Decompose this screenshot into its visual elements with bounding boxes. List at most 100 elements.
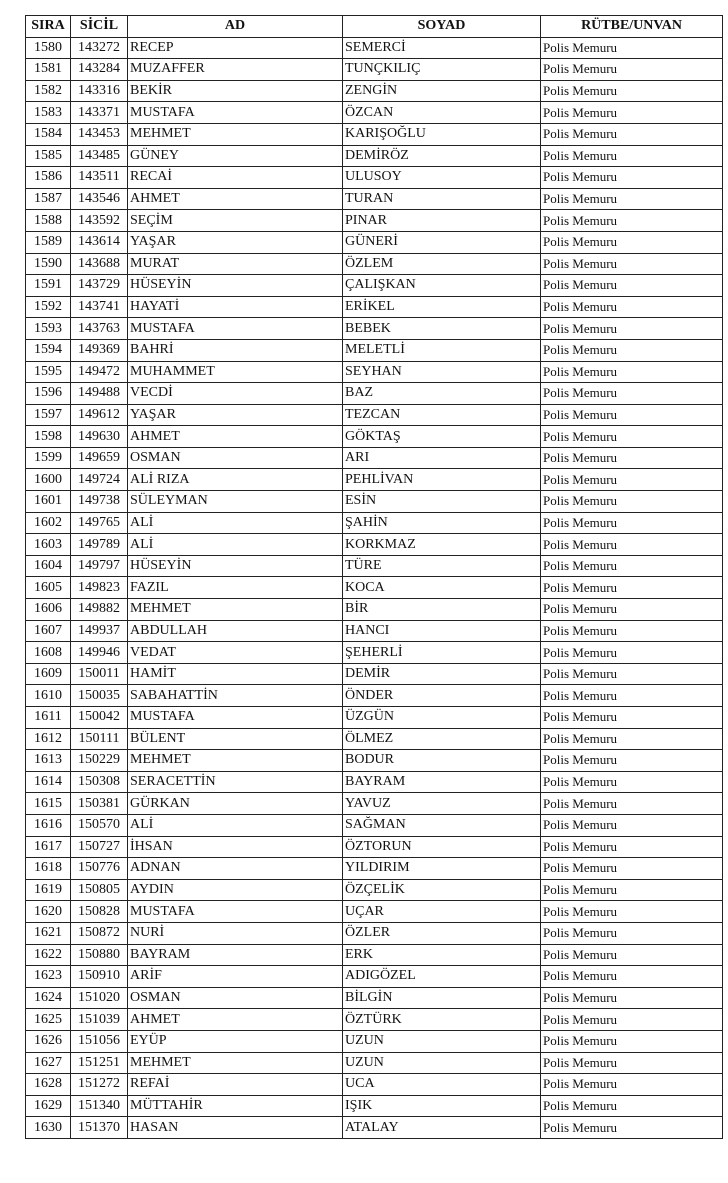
cell-soyad: ÖZTORUN: [342, 835, 541, 859]
cell-rutbe: Polis Memuru: [540, 965, 723, 988]
table-row: 1598 149630 AHMET GÖKTAŞ Polis Memuru: [25, 425, 723, 448]
table-row: 1610 150035 SABAHATTİN ÖNDER Polis Memuru: [25, 684, 723, 707]
cell-sicil: 150727: [70, 835, 128, 859]
cell-sicil: 149472: [70, 360, 128, 384]
cell-sicil: 149369: [70, 338, 128, 362]
cell-rutbe: Polis Memuru: [540, 684, 723, 707]
cell-sicil: 143272: [70, 36, 128, 60]
cell-sira: 1624: [25, 986, 71, 1010]
table-row: 1601 149738 SÜLEYMAN ESİN Polis Memuru: [25, 490, 723, 513]
cell-sira: 1603: [25, 533, 71, 556]
table-row: 1607 149937 ABDULLAH HANCI Polis Memuru: [25, 619, 723, 643]
table-row: 1592 143741 HAYATİ ERİKEL Polis Memuru: [25, 295, 723, 319]
cell-rutbe: Polis Memuru: [540, 209, 723, 232]
cell-rutbe: Polis Memuru: [540, 813, 723, 837]
cell-rutbe: Polis Memuru: [540, 576, 723, 600]
cell-soyad: KORKMAZ: [342, 533, 541, 556]
cell-ad: BAHRİ: [127, 338, 343, 362]
cell-sira: 1583: [25, 101, 71, 124]
cell-ad: İHSAN: [127, 835, 343, 859]
cell-sicil: 143546: [70, 187, 128, 211]
cell-sira: 1611: [25, 706, 71, 729]
cell-sira: 1621: [25, 921, 71, 945]
cell-sicil: 150910: [70, 965, 128, 988]
cell-sira: 1594: [25, 338, 71, 362]
cell-rutbe: Polis Memuru: [540, 619, 723, 643]
header-ad: AD: [127, 15, 343, 38]
cell-rutbe: Polis Memuru: [540, 274, 723, 297]
cell-soyad: ZENGİN: [342, 79, 541, 103]
table-row: 1624 151020 OSMAN BİLGİN Polis Memuru: [25, 986, 723, 1010]
cell-ad: AHMET: [127, 425, 343, 448]
cell-ad: HAMİT: [127, 662, 343, 686]
cell-soyad: BAZ: [342, 382, 541, 405]
cell-ad: SERACETTİN: [127, 770, 343, 794]
cell-soyad: ULUSOY: [342, 166, 541, 189]
cell-soyad: ÖZCAN: [342, 101, 541, 124]
cell-rutbe: Polis Memuru: [540, 943, 723, 967]
cell-rutbe: Polis Memuru: [540, 511, 723, 535]
cell-rutbe: Polis Memuru: [540, 835, 723, 859]
cell-ad: YAŞAR: [127, 230, 343, 254]
cell-soyad: ŞAHİN: [342, 511, 541, 535]
cell-ad: ALİ: [127, 511, 343, 535]
cell-sicil: 150381: [70, 792, 128, 815]
cell-sicil: 143688: [70, 252, 128, 276]
cell-rutbe: Polis Memuru: [540, 1116, 723, 1139]
table-row: 1616 150570 ALİ SAĞMAN Polis Memuru: [25, 813, 723, 837]
cell-soyad: ÖZLEM: [342, 252, 541, 276]
table-row: 1594 149369 BAHRİ MELETLİ Polis Memuru: [25, 338, 723, 362]
cell-soyad: BODUR: [342, 749, 541, 772]
cell-soyad: TURAN: [342, 187, 541, 211]
cell-ad: SABAHATTİN: [127, 684, 343, 707]
cell-rutbe: Polis Memuru: [540, 295, 723, 319]
table-row: 1619 150805 AYDIN ÖZÇELİK Polis Memuru: [25, 878, 723, 902]
cell-sicil: 150776: [70, 857, 128, 880]
cell-ad: SÜLEYMAN: [127, 490, 343, 513]
table-row: 1585 143485 GÜNEY DEMİRÖZ Polis Memuru: [25, 144, 723, 168]
cell-sira: 1627: [25, 1051, 71, 1075]
cell-soyad: BİLGİN: [342, 986, 541, 1010]
cell-soyad: GÖKTAŞ: [342, 425, 541, 448]
cell-ad: GÜRKAN: [127, 792, 343, 815]
cell-ad: ALİ: [127, 813, 343, 837]
cell-sira: 1586: [25, 166, 71, 189]
cell-soyad: PINAR: [342, 209, 541, 232]
cell-sicil: 149797: [70, 554, 128, 578]
cell-sira: 1607: [25, 619, 71, 643]
cell-ad: ARİF: [127, 965, 343, 988]
cell-soyad: IŞIK: [342, 1094, 541, 1118]
table-row: 1581 143284 MUZAFFER TUNÇKILIÇ Polis Memuru: [25, 58, 723, 81]
cell-ad: HÜSEYİN: [127, 274, 343, 297]
cell-soyad: ERK: [342, 943, 541, 967]
table-row: 1620 150828 MUSTAFA UÇAR Polis Memuru: [25, 900, 723, 923]
cell-soyad: DEMİR: [342, 662, 541, 686]
cell-soyad: PEHLİVAN: [342, 468, 541, 492]
cell-soyad: ADIGÖZEL: [342, 965, 541, 988]
cell-sira: 1606: [25, 598, 71, 621]
cell-sicil: 149630: [70, 425, 128, 448]
cell-sira: 1612: [25, 727, 71, 751]
table-row: 1587 143546 AHMET TURAN Polis Memuru: [25, 187, 723, 211]
cell-sira: 1613: [25, 749, 71, 772]
cell-sira: 1610: [25, 684, 71, 707]
cell-sira: 1628: [25, 1073, 71, 1096]
cell-rutbe: Polis Memuru: [540, 79, 723, 103]
cell-ad: MEHMET: [127, 749, 343, 772]
table-row: 1614 150308 SERACETTİN BAYRAM Polis Memuru: [25, 770, 723, 794]
cell-soyad: UCA: [342, 1073, 541, 1096]
cell-rutbe: Polis Memuru: [540, 144, 723, 168]
cell-sicil: 150042: [70, 706, 128, 729]
cell-sicil: 149937: [70, 619, 128, 643]
table-row: 1613 150229 MEHMET BODUR Polis Memuru: [25, 749, 723, 772]
table-row: 1586 143511 RECAİ ULUSOY Polis Memuru: [25, 166, 723, 189]
cell-rutbe: Polis Memuru: [540, 900, 723, 923]
cell-ad: MUSTAFA: [127, 317, 343, 340]
cell-soyad: SAĞMAN: [342, 813, 541, 837]
cell-sicil: 150872: [70, 921, 128, 945]
cell-rutbe: Polis Memuru: [540, 58, 723, 81]
cell-sicil: 143316: [70, 79, 128, 103]
cell-ad: MEHMET: [127, 598, 343, 621]
cell-sicil: 149659: [70, 446, 128, 470]
cell-sira: 1604: [25, 554, 71, 578]
